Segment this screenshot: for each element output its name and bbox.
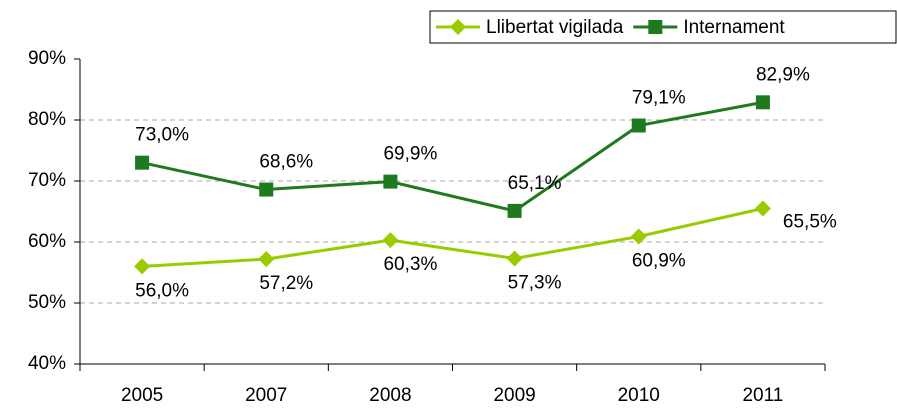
- series-line: [141, 206, 764, 268]
- x-tick-label: 2011: [742, 385, 783, 406]
- marker: [450, 19, 466, 35]
- data-label: 73,0%: [135, 125, 189, 146]
- marker: [258, 251, 275, 268]
- data-label: 69,9%: [383, 144, 437, 165]
- marker: [383, 174, 398, 189]
- marker: [755, 95, 770, 110]
- data-label: 57,3%: [508, 272, 562, 293]
- marker: [506, 250, 523, 267]
- marker: [631, 118, 646, 133]
- y-tick-label: 80%: [28, 109, 66, 130]
- x-tick-label: 2007: [245, 385, 287, 406]
- series-line: [141, 100, 764, 213]
- marker: [648, 20, 663, 34]
- y-tick-label: 60%: [28, 231, 66, 252]
- data-label: 82,9%: [756, 64, 810, 85]
- legend-label: Internament: [683, 17, 785, 38]
- x-tick-label: 2009: [493, 385, 535, 406]
- data-label: 65,1%: [508, 173, 562, 194]
- data-label: 79,1%: [632, 88, 686, 109]
- x-tick-label: 2010: [618, 385, 660, 406]
- x-tick-label: 2005: [121, 385, 163, 406]
- marker: [134, 258, 151, 275]
- marker: [259, 182, 274, 197]
- marker: [382, 232, 399, 249]
- data-label: 56,0%: [135, 280, 189, 301]
- x-tick-label: 2008: [369, 385, 411, 406]
- marker: [630, 228, 647, 245]
- y-tick-label: 50%: [28, 292, 66, 313]
- marker: [754, 200, 771, 217]
- y-tick-label: 70%: [28, 170, 66, 191]
- data-label: 60,9%: [632, 251, 686, 272]
- y-tick-label: 90%: [28, 48, 66, 69]
- data-label: 60,3%: [383, 254, 437, 275]
- legend-label: Llibertat vigilada: [486, 17, 624, 38]
- marker: [135, 155, 150, 170]
- data-label: 57,2%: [259, 273, 313, 294]
- marker: [507, 203, 522, 218]
- data-label: 68,6%: [259, 152, 313, 173]
- data-label: 65,5%: [783, 211, 837, 232]
- y-tick-label: 40%: [28, 353, 66, 374]
